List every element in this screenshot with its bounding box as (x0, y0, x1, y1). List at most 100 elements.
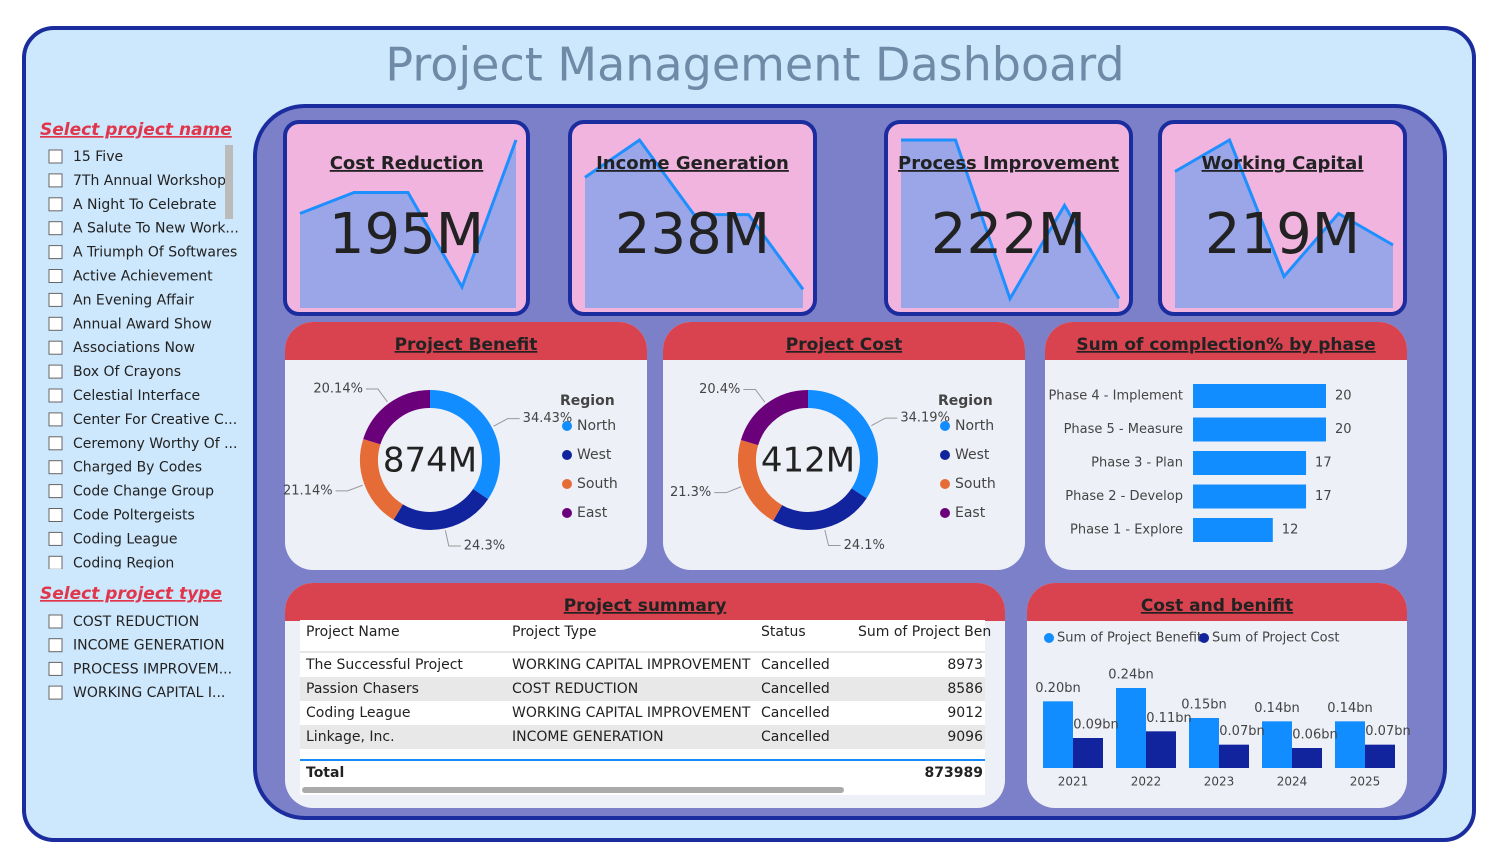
legend-title: Region (938, 393, 993, 409)
leader-line (444, 530, 461, 547)
slicer-item[interactable]: INCOME GENERATION (73, 638, 225, 654)
checkbox[interactable] (48, 484, 63, 499)
x-tick-label: 2025 (1350, 775, 1381, 789)
scrollbar (302, 787, 844, 793)
legend-title: Region (560, 393, 615, 409)
checkbox[interactable] (48, 685, 63, 700)
bar (1292, 748, 1322, 768)
checkbox[interactable] (48, 555, 63, 569)
slicer-item[interactable]: Code Change Group (73, 484, 214, 500)
table-cell: Passion Chasers (306, 681, 419, 697)
checkbox[interactable] (48, 460, 63, 475)
column-header: Project Name (306, 624, 400, 640)
slicer-title: Select project type (40, 584, 222, 604)
slicer-item[interactable]: A Triumph Of Softwares (73, 245, 237, 261)
slicer-item[interactable]: Coding League (73, 531, 177, 547)
kpi-title: Working Capital (1202, 153, 1364, 174)
legend-label: Sum of Project Benefit (1057, 631, 1202, 646)
checkbox[interactable] (48, 245, 63, 260)
bar (1116, 688, 1146, 768)
data-label: 17 (1315, 489, 1332, 504)
data-label: 0.09bn (1073, 718, 1118, 733)
kpi-title: Income Generation (596, 153, 789, 174)
column-header: Status (761, 624, 806, 640)
checkbox[interactable] (48, 364, 63, 379)
data-label: 20 (1335, 389, 1352, 404)
checkbox[interactable] (48, 292, 63, 307)
legend-label: West (577, 447, 612, 463)
checkbox[interactable] (48, 661, 63, 676)
checkbox[interactable] (48, 638, 63, 653)
checkbox[interactable] (48, 173, 63, 188)
data-label: 21.3% (670, 485, 711, 500)
slicer-list: COST REDUCTION INCOME GENERATION PROCESS I… (48, 614, 232, 701)
slicer-item[interactable]: WORKING CAPITAL I... (73, 685, 225, 701)
slicer-item[interactable]: 15 Five (73, 149, 123, 165)
bar (1219, 744, 1249, 768)
slicer-item[interactable]: Center For Creative C... (73, 412, 237, 428)
table-cell: INCOME GENERATION (512, 729, 664, 745)
slicer-item[interactable]: Associations Now (73, 340, 195, 356)
checkbox[interactable] (48, 269, 63, 283)
legend-marker (562, 479, 572, 489)
bar (1335, 721, 1365, 768)
table-cell: COST REDUCTION (512, 681, 638, 697)
checkbox[interactable] (48, 508, 63, 522)
slicer-item[interactable]: PROCESS IMPROVEM... (73, 661, 232, 677)
kpi-value: 222M (931, 202, 1086, 267)
card-title: Sum of complection% by phase (1076, 335, 1375, 355)
checkbox[interactable] (48, 388, 63, 403)
checkbox[interactable] (48, 197, 63, 212)
kpi-area (1175, 140, 1393, 308)
category-label: Phase 3 - Plan (1091, 456, 1183, 471)
slicer-item[interactable]: Ceremony Worthy Of ... (73, 436, 237, 452)
legend-marker (1044, 633, 1054, 643)
slicer-item[interactable]: Annual Award Show (73, 316, 212, 332)
checkbox[interactable] (48, 531, 63, 546)
donut-slice (738, 440, 783, 521)
kpi-title: Cost Reduction (330, 153, 484, 174)
card-title: Project summary (564, 596, 727, 616)
data-label: 0.06bn (1292, 728, 1337, 743)
slicer-item[interactable]: 7Th Annual Workshop (73, 173, 226, 189)
bar (1193, 384, 1326, 408)
checkbox[interactable] (48, 614, 63, 629)
donut-slice (773, 488, 867, 530)
checkbox[interactable] (48, 316, 63, 331)
legend-marker (562, 450, 572, 460)
table-cell: The Successful Project (305, 657, 463, 673)
slicer-item[interactable]: Code Poltergeists (73, 508, 195, 524)
legend-marker (1199, 633, 1209, 643)
slicer-item[interactable]: Celestial Interface (73, 388, 200, 404)
slicer-item[interactable]: Box Of Crayons (73, 364, 181, 380)
slicer-item[interactable]: Coding Region (73, 555, 174, 571)
scrollbar (225, 145, 233, 219)
slicer-item[interactable]: COST REDUCTION (73, 614, 199, 630)
checkbox[interactable] (48, 436, 63, 451)
legend-label: North (577, 418, 616, 434)
kpi-value: 195M (329, 202, 484, 267)
data-label: 0.07bn (1219, 724, 1264, 739)
bar (1193, 417, 1326, 442)
legend-label: North (955, 418, 994, 434)
bar (1262, 721, 1292, 768)
data-label: 0.20bn (1035, 681, 1080, 696)
slicer-item[interactable]: An Evening Affair (73, 292, 194, 308)
slicer-list: 15 Five 7Th Annual Workshop A Night To Cel… (48, 149, 239, 571)
slicer-item[interactable]: A Night To Celebrate (73, 197, 217, 213)
checkbox[interactable] (48, 149, 63, 164)
table-cell: WORKING CAPITAL IMPROVEMENT (512, 657, 751, 673)
slicer-item[interactable]: Active Achievement (73, 269, 213, 285)
data-label: 20.4% (699, 382, 740, 397)
checkbox[interactable] (48, 340, 63, 355)
legend-label: South (577, 476, 618, 492)
checkbox[interactable] (48, 412, 63, 427)
donut-slice (429, 390, 500, 500)
slicer-item[interactable]: Charged By Codes (73, 460, 202, 476)
card (285, 322, 647, 570)
kpi-value: 219M (1205, 202, 1360, 267)
card-title: Project Benefit (395, 335, 538, 355)
checkbox[interactable] (48, 221, 63, 236)
slicer-item[interactable]: A Salute To New Work... (73, 221, 239, 237)
legend-marker (940, 479, 950, 489)
